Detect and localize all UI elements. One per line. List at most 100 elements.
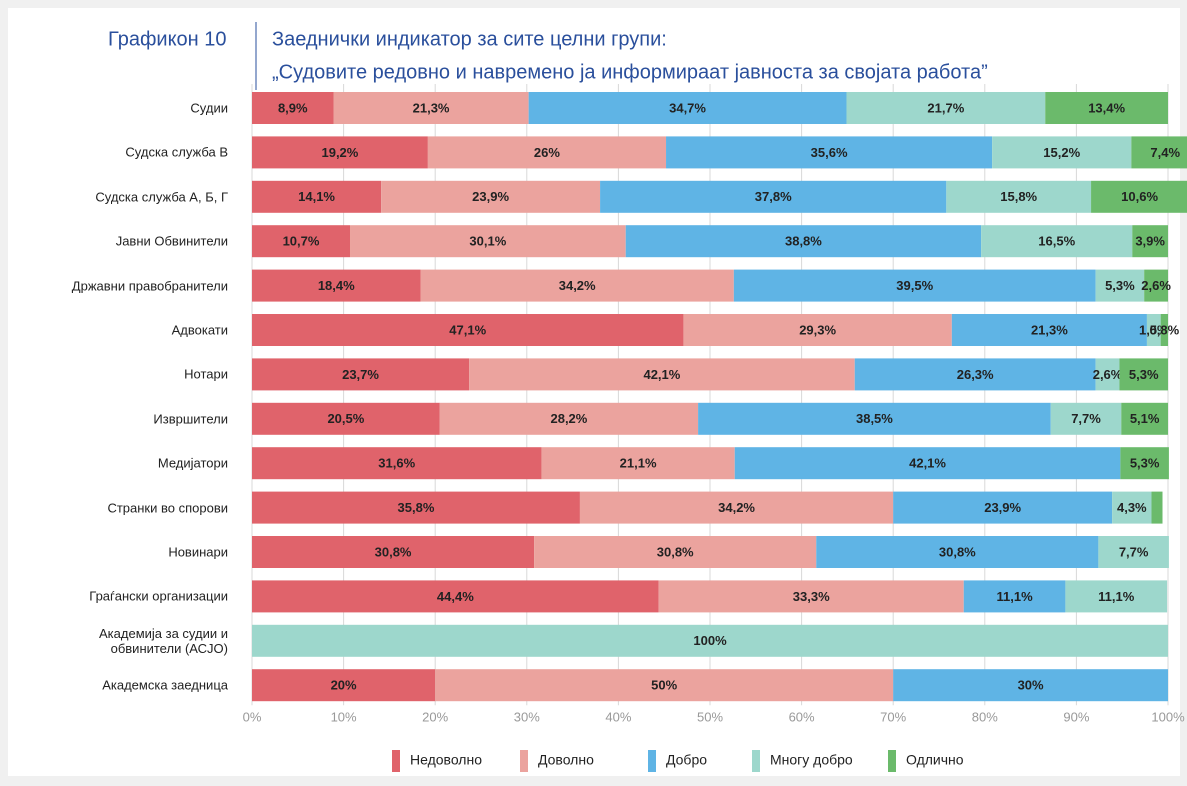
bar-segment [658, 580, 964, 613]
legend-swatch [888, 750, 896, 772]
bar-segment [427, 136, 667, 169]
x-tick-label: 50% [697, 709, 723, 724]
value-label: 50% [651, 678, 677, 693]
bar-segment [816, 536, 1099, 568]
category-label: Новинари [168, 544, 228, 560]
value-label: 5,3% [1129, 367, 1159, 382]
bars: 8,9% 21,3% 34,7% 21,7% 13,4% 19,2% 26% 35,6% 15,… [252, 92, 1187, 702]
value-label: 38,8% [785, 234, 822, 249]
bar-segment [981, 225, 1133, 258]
bar-segment [439, 402, 699, 435]
chart-title: Заеднички индикатор за сите целни групи: [272, 28, 667, 50]
value-label: 13,4% [1088, 100, 1125, 115]
bar-segment [600, 180, 947, 213]
value-label: 7,4% [1150, 145, 1180, 160]
value-label: 14,1% [298, 189, 335, 204]
bar-segment [733, 269, 1096, 302]
x-tick-label: 10% [331, 709, 357, 724]
value-label: 20% [331, 678, 357, 693]
category-label: Граѓански организации [89, 588, 228, 604]
x-tick-label: 40% [605, 709, 631, 724]
value-label: 30,1% [469, 234, 506, 249]
bar-segment [252, 314, 684, 346]
bar-segment [1065, 580, 1168, 613]
bar-segment [252, 624, 1168, 657]
category-label: Академска заедница [102, 677, 228, 693]
bar-segment [1098, 536, 1169, 568]
value-label: 18,4% [318, 278, 355, 293]
bar-segment [1045, 92, 1168, 124]
bar-segment [381, 180, 601, 213]
bar-segment [963, 580, 1066, 613]
bar-segment [854, 358, 1096, 391]
bar-segment [1095, 269, 1145, 302]
category-label: Судии [190, 100, 228, 116]
x-tick-label: 20% [422, 709, 448, 724]
value-label: 30,8% [375, 544, 412, 559]
value-label: 3,9% [1135, 234, 1165, 249]
category-label: Судска служба А, Б, Г [95, 189, 228, 205]
value-label: 47,1% [449, 322, 486, 337]
value-label: 39,5% [896, 278, 933, 293]
x-tick-label: 100% [1151, 709, 1185, 724]
legend-label: Многу добро [770, 752, 853, 768]
value-label: 8,9% [278, 100, 308, 115]
legend-swatch [392, 750, 400, 772]
legend-swatch [752, 750, 760, 772]
x-tick-label: 70% [880, 709, 906, 724]
value-label: 30,8% [657, 544, 694, 559]
category-label: Академија за судии и обвинители (АСЈО) [99, 625, 228, 656]
bar-segment [893, 491, 1113, 524]
bar-segment [1050, 402, 1122, 435]
value-label: 19,2% [321, 145, 358, 160]
value-label: 34,7% [669, 100, 706, 115]
bar-segment [541, 447, 735, 480]
value-label: 30% [1018, 678, 1044, 693]
bar-segment [333, 92, 529, 124]
value-label: 23,9% [472, 189, 509, 204]
value-label: 35,6% [811, 145, 848, 160]
category-label: Јавни Обвинители [115, 233, 228, 249]
value-label: 15,2% [1043, 145, 1080, 160]
value-label: 28,2% [550, 411, 587, 426]
value-label: 34,2% [718, 500, 755, 515]
value-label: 0,8% [1150, 322, 1180, 337]
value-label: 7,7% [1071, 411, 1101, 426]
figure-label: Графикон 10 [108, 28, 227, 50]
category-label: Државни правобранители [71, 278, 228, 294]
bar-segment [1091, 180, 1187, 213]
bar-segment [1151, 491, 1163, 524]
bar-segment [666, 136, 993, 169]
bar-segment [435, 669, 894, 702]
value-label: 38,5% [856, 411, 893, 426]
value-label: 29,3% [799, 322, 836, 337]
bar-segment [683, 314, 952, 346]
bar-segment [992, 136, 1132, 169]
bar-segment [469, 358, 855, 391]
value-label: 37,8% [755, 189, 792, 204]
value-label: 20,5% [327, 411, 364, 426]
bar-segment [893, 669, 1168, 702]
bar-segment [528, 92, 847, 124]
x-tick-label: 0% [243, 709, 262, 724]
bar-segment [698, 402, 1051, 435]
value-label: 26,3% [957, 367, 994, 382]
legend-label: Добро [666, 752, 707, 768]
bar-segment [946, 180, 1092, 213]
bar-segment [252, 225, 351, 258]
value-label: 26% [534, 145, 560, 160]
category-label: Странки во спорови [107, 500, 228, 516]
value-label: 21,3% [413, 100, 450, 115]
value-label: 31,6% [378, 456, 415, 471]
bar-segment [1132, 225, 1168, 258]
bar-segment [1095, 358, 1120, 391]
bar-segment [252, 358, 470, 391]
bar-segment [350, 225, 626, 258]
category-label: Адвокати [171, 322, 228, 338]
x-tick-label: 90% [1063, 709, 1089, 724]
bar-segment [846, 92, 1046, 124]
bar-segment [252, 491, 580, 524]
bar-segment [252, 402, 440, 435]
category-label: Медијатори [157, 455, 228, 471]
value-label: 5,3% [1105, 278, 1135, 293]
